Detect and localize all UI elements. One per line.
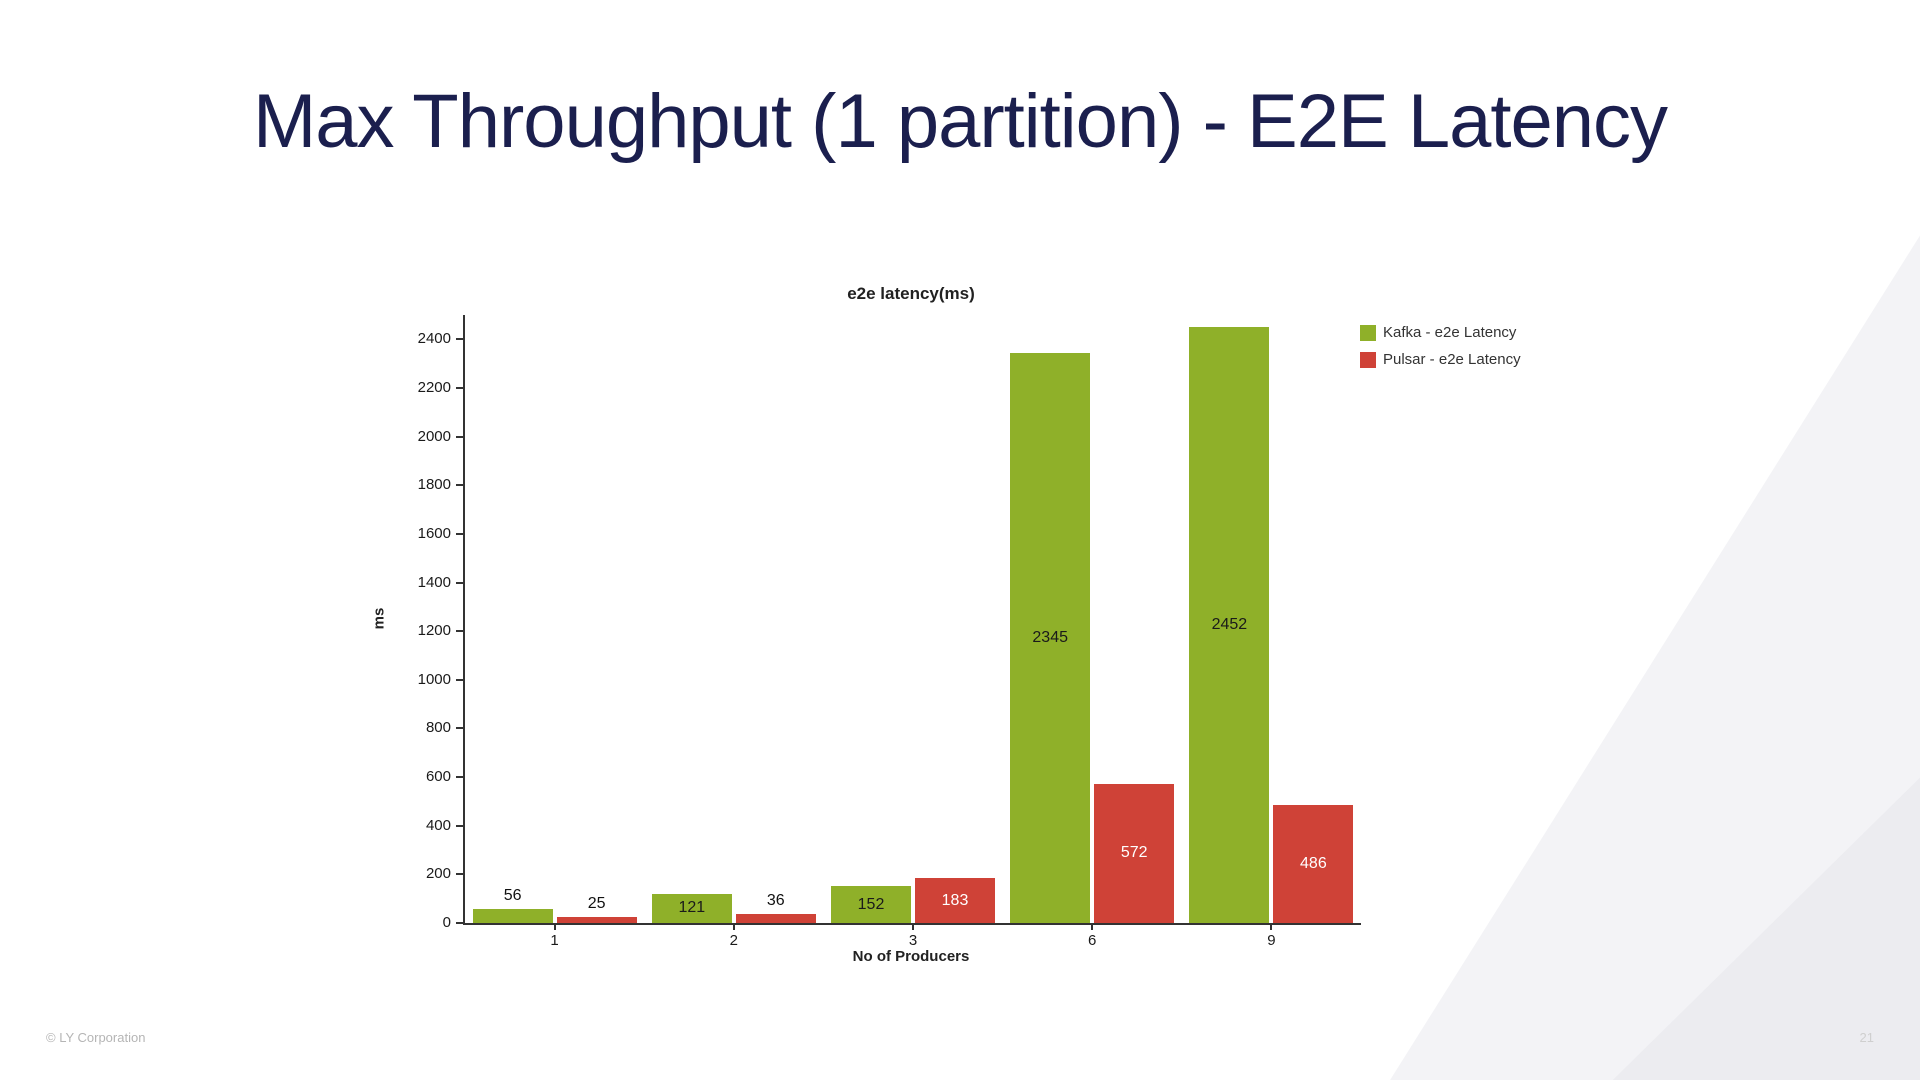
y-axis-title: ms [370,607,388,630]
x-axis-title: No of Producers [852,948,970,965]
legend-item: Kafka - e2e Latency [1360,324,1521,341]
legend-label: Pulsar - e2e Latency [1383,351,1521,368]
bar-value-label: 56 [503,887,522,905]
bar-value-label: 2452 [1211,615,1248,633]
bar-kafka [1189,326,1270,923]
y-tick-label: 0 [442,914,451,931]
y-tick-mark [456,727,463,730]
y-tick-label: 1000 [417,670,451,688]
x-tick-mark [553,923,556,930]
bar-pulsar [1273,804,1354,923]
bar-value-label: 25 [587,894,606,912]
bar-pulsar [915,878,995,923]
bar-value-label: 183 [941,891,969,909]
x-tick-label: 9 [1267,932,1276,949]
chart-title: e2e latency(ms) [847,284,975,303]
copyright-text: © LY Corporation [46,1030,146,1045]
bar-pulsar [735,914,816,923]
y-tick-mark [456,532,463,535]
bar-kafka [651,893,732,923]
x-tick-mark [912,923,914,930]
x-tick-label: 2 [729,932,738,949]
bar-value-label: 121 [678,899,706,917]
legend-swatch-pulsar [1360,351,1376,368]
legend-swatch-kafka [1360,324,1376,341]
y-tick-label: 2000 [417,427,451,445]
y-tick-mark [456,386,463,389]
bar-value-label: 36 [766,892,785,910]
y-tick-label: 1600 [417,524,451,542]
page-number: 21 [1859,1030,1874,1045]
legend-item: Pulsar - e2e Latency [1360,351,1521,368]
y-tick-label: 1400 [417,573,451,591]
bar-kafka [1010,352,1091,923]
x-tick-label: 6 [1088,932,1097,949]
bar-pulsar [1094,783,1175,923]
slide-title: Max Throughput (1 partition) - E2E Laten… [252,79,1668,164]
x-tick-label: 3 [908,932,918,949]
bar-kafka [831,886,911,923]
bar-value-label: 486 [1300,854,1327,872]
x-tick-mark [732,923,735,930]
y-tick-label: 2400 [417,330,451,348]
x-tick-label: 1 [550,932,559,949]
bar-kafka [472,909,553,923]
y-tick-label: 200 [425,865,451,883]
bar-pulsar [556,916,637,923]
y-tick-label: 2200 [417,378,451,396]
y-tick-label: 1800 [417,476,451,494]
y-tick-mark [456,435,463,438]
y-tick-mark [456,873,463,876]
y-tick-mark [456,338,463,341]
bar-value-label: 152 [857,895,885,913]
y-tick-mark [456,484,463,487]
x-tick-mark [1270,923,1273,930]
y-tick-mark [456,922,463,924]
chart-legend: Kafka - e2e Latency Pulsar - e2e Latency [1360,324,1521,368]
y-tick-label: 1200 [417,622,451,640]
x-tick-mark [1091,923,1094,930]
y-tick-mark [456,630,463,633]
y-tick-label: 400 [425,816,451,834]
y-tick-mark [456,581,463,584]
plot-area: 0 200 400 600 800 1000 1200 1400 1600 1800 2000 220… [418,315,1361,949]
y-tick-mark [456,776,463,779]
y-tick-mark [456,824,463,827]
y-tick-label: 600 [425,768,451,786]
bar-value-label: 2345 [1032,628,1068,646]
y-tick-mark [456,678,463,681]
y-tick-label: 800 [425,719,451,737]
bar-value-label: 572 [1120,844,1148,862]
legend-label: Kafka - e2e Latency [1383,324,1517,341]
